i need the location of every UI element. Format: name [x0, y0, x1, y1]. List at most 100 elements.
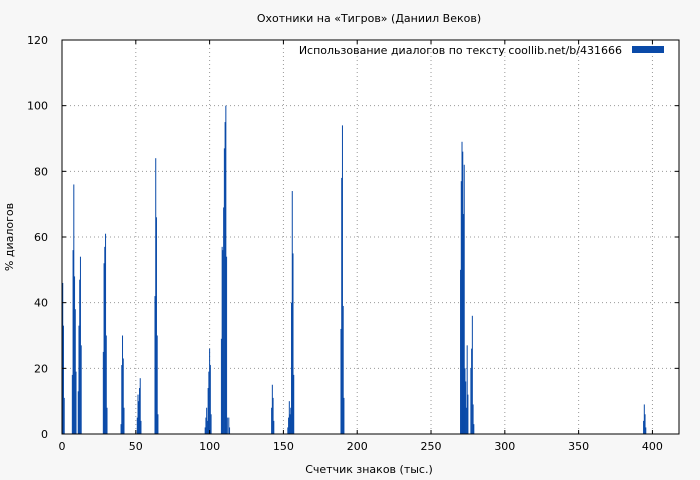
data-bar [466, 345, 468, 434]
x-tick-label: 350 [568, 440, 589, 453]
data-bar [341, 125, 343, 434]
y-tick-label: 0 [41, 428, 48, 441]
data-bar [465, 381, 467, 434]
data-bar [460, 269, 462, 434]
x-tick-label: 150 [273, 440, 294, 453]
data-bar [340, 328, 342, 434]
data-bar [72, 250, 74, 434]
y-tick-label: 60 [34, 231, 48, 244]
data-bar [104, 246, 106, 434]
data-bar [342, 305, 344, 434]
data-bar [204, 427, 206, 434]
data-bar [288, 401, 290, 434]
data-bar [229, 427, 231, 434]
chart-title: Охотники на «Тигров» (Даниил Веков) [257, 12, 481, 25]
data-bar [465, 407, 467, 434]
data-bar [105, 233, 107, 434]
data-bar [291, 191, 293, 434]
data-bar [154, 296, 156, 434]
data-bar [460, 181, 462, 434]
data-bar [79, 279, 81, 434]
data-bar [223, 148, 225, 434]
x-tick-label: 400 [642, 440, 663, 453]
data-bar [467, 394, 469, 434]
data-bar [140, 420, 142, 434]
data-bar [226, 256, 228, 434]
data-bar [121, 365, 123, 434]
data-bar [78, 325, 80, 434]
data-bar [223, 207, 225, 434]
data-bar [461, 141, 463, 435]
data-bar [472, 404, 474, 434]
data-bar [343, 397, 345, 434]
grid [62, 40, 679, 434]
data-bar [293, 374, 295, 434]
data-bar [222, 250, 224, 434]
data-bar [271, 407, 273, 434]
data-bar [643, 420, 645, 434]
data-bar [226, 417, 228, 434]
data-bar [289, 414, 291, 434]
data-bar [74, 309, 76, 434]
data-bar [139, 378, 141, 434]
data-bar [209, 348, 211, 434]
data-bar [471, 348, 473, 434]
data-bar [471, 315, 473, 434]
data-bar [122, 335, 124, 434]
data-bar [470, 368, 472, 434]
data-bar [473, 424, 475, 434]
data-bar [462, 214, 464, 434]
data-bar [74, 276, 76, 434]
data-bar [228, 417, 230, 434]
data-bar [206, 420, 208, 434]
data-bar [644, 414, 646, 434]
y-tick-label: 120 [27, 34, 48, 47]
y-tick-label: 100 [27, 100, 48, 113]
data-bar [73, 184, 75, 434]
data-bar [287, 427, 289, 434]
data-bar [341, 177, 343, 434]
y-tick-label: 20 [34, 362, 48, 375]
data-bar [463, 164, 465, 434]
data-bar [207, 388, 209, 434]
data-bar [122, 358, 124, 434]
legend: Использование диалогов по тексту coollib… [299, 44, 664, 57]
data-bar [291, 302, 293, 434]
data-bar [210, 414, 212, 434]
data-bar [273, 420, 275, 434]
data-bar [103, 263, 105, 434]
y-axis-ticks: 0 20 40 60 80 100 120 [27, 34, 679, 441]
data-bar [220, 338, 222, 434]
x-axis-label: Счетчик знаков (тыс.) [305, 463, 433, 476]
x-tick-label: 300 [494, 440, 515, 453]
data-bar [136, 417, 138, 434]
x-tick-label: 0 [59, 440, 66, 453]
data-bars [62, 105, 647, 435]
y-tick-label: 80 [34, 165, 48, 178]
data-bar [462, 151, 464, 434]
data-bar [209, 365, 211, 434]
data-bar [205, 417, 207, 434]
legend-swatch [632, 46, 664, 53]
data-bar [138, 401, 140, 434]
data-bar [208, 371, 210, 434]
data-bar [137, 394, 139, 434]
data-bar [221, 246, 223, 434]
data-bar [79, 256, 81, 434]
data-bar [645, 427, 647, 434]
data-bar [71, 374, 73, 434]
data-bar [206, 407, 208, 434]
data-bar [290, 407, 292, 434]
data-bar [120, 424, 122, 434]
data-bar [155, 158, 157, 434]
data-bar [63, 397, 65, 434]
y-axis-label: % диалогов [3, 203, 16, 271]
data-bar [77, 391, 79, 434]
data-bar [102, 351, 104, 434]
data-bar [62, 282, 64, 434]
data-bar [464, 368, 466, 434]
data-bar [288, 417, 290, 434]
data-bar [138, 388, 140, 434]
data-bar [225, 105, 227, 435]
